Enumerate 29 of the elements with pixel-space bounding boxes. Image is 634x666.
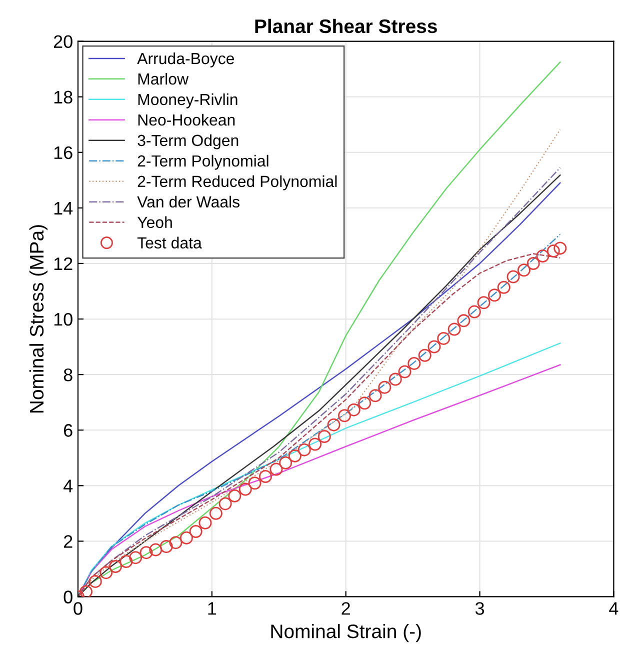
y-tick-label: 14: [54, 202, 73, 214]
y-tick-label: 6: [64, 424, 72, 437]
y-tick-label: 0: [64, 590, 72, 604]
x-axis-title: Nominal Strain (-): [271, 624, 421, 642]
y-axis-title: Nominal Stress (MPa): [29, 225, 48, 412]
y-tick-label: 16: [54, 146, 72, 160]
y-tick-label: 10: [54, 312, 72, 326]
y-tick-label: 4: [63, 480, 73, 492]
x-tick-label: 0: [74, 602, 82, 615]
x-tick-label: 2: [342, 602, 350, 615]
y-tick-label: 18: [54, 90, 72, 104]
legend-label: Arruda-Boyce: [137, 52, 234, 68]
legend-label: 2-Term Reduced Polynomial: [138, 175, 337, 190]
legend-label: Test data: [137, 236, 202, 249]
legend-label: 3-Term Odgen: [138, 134, 238, 150]
y-tick-label: 20: [54, 35, 72, 48]
x-tick-label: 4: [609, 602, 618, 615]
legend-label: 2-Term Polynomial: [138, 154, 268, 170]
legend-label: Marlow: [138, 72, 189, 85]
y-tick-label: 12: [54, 257, 72, 270]
chart-title: Planar Shear Stress: [255, 18, 437, 34]
y-tick-label: 2: [64, 535, 72, 548]
legend-label: Yeoh: [137, 216, 172, 228]
legend-label: Van der Waals: [137, 196, 240, 208]
x-tick-label: 1: [208, 602, 216, 615]
y-tick-label: 8: [64, 368, 72, 382]
legend-label: Mooney-Rivlin: [138, 93, 238, 108]
x-tick-label: 3: [475, 602, 484, 615]
legend-label: Neo-Hookean: [138, 114, 235, 126]
